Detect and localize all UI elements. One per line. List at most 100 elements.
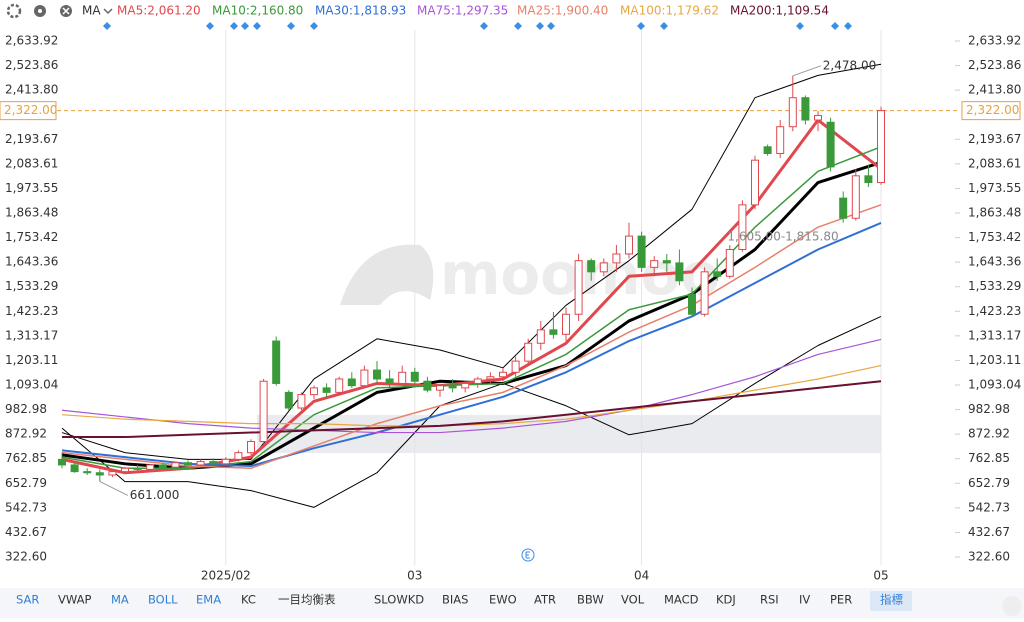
ma-line [62, 380, 882, 439]
indicator-tab[interactable]: ATR [534, 593, 556, 607]
candle-body [599, 262, 608, 273]
candle-body [423, 380, 432, 391]
candle-body [814, 115, 822, 121]
indicator-tab[interactable]: PER [830, 593, 852, 607]
legend-entry[interactable]: MA25:1,900.40 [517, 4, 608, 18]
price-label-bg-right [961, 101, 1021, 121]
y-tick-label-right: 1,533.29 [968, 279, 1021, 293]
candle-body [171, 462, 180, 468]
candle-body [751, 159, 759, 206]
candle-body [461, 382, 470, 389]
candle-body [398, 371, 407, 384]
candle-body [725, 248, 734, 277]
indicator-tab[interactable]: SLOWKD [374, 593, 424, 607]
candle-body [826, 121, 835, 168]
y-tick-label-right: 2,083.61 [968, 156, 1021, 170]
candle-body [335, 378, 344, 393]
candle-body [473, 378, 482, 384]
y-tick-label: 1,643.36 [5, 255, 58, 269]
indicator-tab[interactable]: BOLL [148, 593, 178, 607]
earnings-icon[interactable] [521, 548, 535, 562]
candle-body [83, 471, 92, 474]
candle-body [625, 235, 633, 255]
annotation: 1,605.00-1,815.80 [727, 229, 838, 243]
indicator-tab[interactable]: MACD [664, 593, 699, 607]
x-tick-label: 03 [407, 569, 422, 583]
y-tick-label-right: 652.79 [968, 476, 1010, 490]
legend-entry[interactable]: MA5:2,061.20 [117, 4, 201, 18]
candle-body [662, 260, 671, 264]
y-tick-label-right: 2,633.92 [968, 34, 1021, 48]
y-tick-label: 322.60 [5, 550, 47, 564]
toolbar-ma[interactable]: MA [82, 4, 101, 18]
indicator-tab[interactable]: KC [241, 593, 256, 607]
candle-body [247, 440, 255, 454]
candle-body [410, 371, 419, 382]
y-tick-label: 1,203.11 [5, 353, 58, 367]
resize-handle[interactable] [1002, 596, 1022, 616]
candle-body [864, 175, 873, 184]
indicator-tab[interactable]: 指標 [880, 593, 903, 607]
indicator-tab[interactable]: BIAS [442, 593, 468, 607]
candle-body [637, 235, 646, 268]
indicator-tab[interactable]: MA [111, 593, 129, 607]
y-tick-label-right: 872.92 [968, 427, 1010, 441]
indicator-tab[interactable]: KDJ [716, 593, 736, 607]
y-tick-label: 1,973.55 [5, 181, 58, 195]
candle-body [70, 464, 79, 473]
y-tick-label: 1,753.42 [5, 230, 58, 244]
indicator-tab[interactable]: VWAP [58, 593, 91, 607]
y-tick-label-right: 1,423.23 [968, 304, 1021, 318]
indicator-tab[interactable]: IV [799, 593, 810, 607]
candle-body [776, 126, 785, 154]
toolbar-icons[interactable] [6, 3, 113, 19]
legend-entry[interactable]: MA30:1,818.93 [315, 4, 406, 18]
candle-body [700, 271, 709, 315]
legend-entry[interactable]: MA10:2,160.80 [212, 4, 303, 18]
candle-body [146, 464, 155, 470]
candle-body [133, 467, 142, 470]
indicator-tab[interactable]: BBW [577, 593, 604, 607]
candle-body [738, 204, 747, 250]
ma-line [61, 364, 882, 427]
y-tick-label: 652.79 [5, 476, 47, 490]
y-tick-label-right: 432.67 [968, 525, 1010, 539]
candle-body [524, 342, 533, 362]
candle-body [763, 146, 772, 154]
annotation-leader [99, 481, 129, 496]
band-line [61, 63, 882, 460]
indicator-tab[interactable]: RSI [760, 593, 779, 607]
band-line [61, 316, 882, 508]
candle-body [196, 461, 205, 466]
y-tick-label-right: 982.98 [968, 402, 1010, 416]
candle-body [448, 385, 457, 389]
y-tick-label: 2,083.61 [5, 156, 58, 170]
candle-body [486, 376, 495, 380]
legend-entry[interactable]: MA75:1,297.35 [417, 4, 508, 18]
y-tick-label-right: 1,313.17 [968, 328, 1021, 342]
indicator-tab[interactable]: SAR [16, 593, 39, 607]
y-tick-label-right: 1,643.36 [968, 255, 1021, 269]
active-tab-bg [870, 591, 912, 611]
legend-entry[interactable]: MA100:1,179.62 [620, 4, 719, 18]
y-tick-label: 2,193.67 [5, 132, 58, 146]
price-label-right: 2,322.00 [966, 103, 1019, 117]
candle-body [536, 329, 545, 344]
tab-bar [0, 588, 1024, 618]
candle-body [310, 387, 318, 396]
candle-body [839, 197, 848, 219]
legend-entry[interactable]: MA200:1,109.54 [730, 4, 829, 18]
ma-line [61, 204, 882, 470]
candle-body [675, 262, 684, 282]
indicator-tab[interactable]: EMA [196, 593, 221, 607]
y-tick-label: 982.98 [5, 402, 47, 416]
candle-body [499, 371, 507, 378]
candle-body [650, 260, 659, 268]
price-label-bg [0, 101, 57, 121]
indicator-tab[interactable]: 一目均衡表 [278, 593, 336, 607]
y-tick-label-right: 1,753.42 [968, 230, 1021, 244]
y-tick-label: 1,533.29 [5, 279, 58, 293]
indicator-tab[interactable]: VOL [621, 593, 645, 607]
indicator-tab[interactable]: EWO [489, 593, 517, 607]
